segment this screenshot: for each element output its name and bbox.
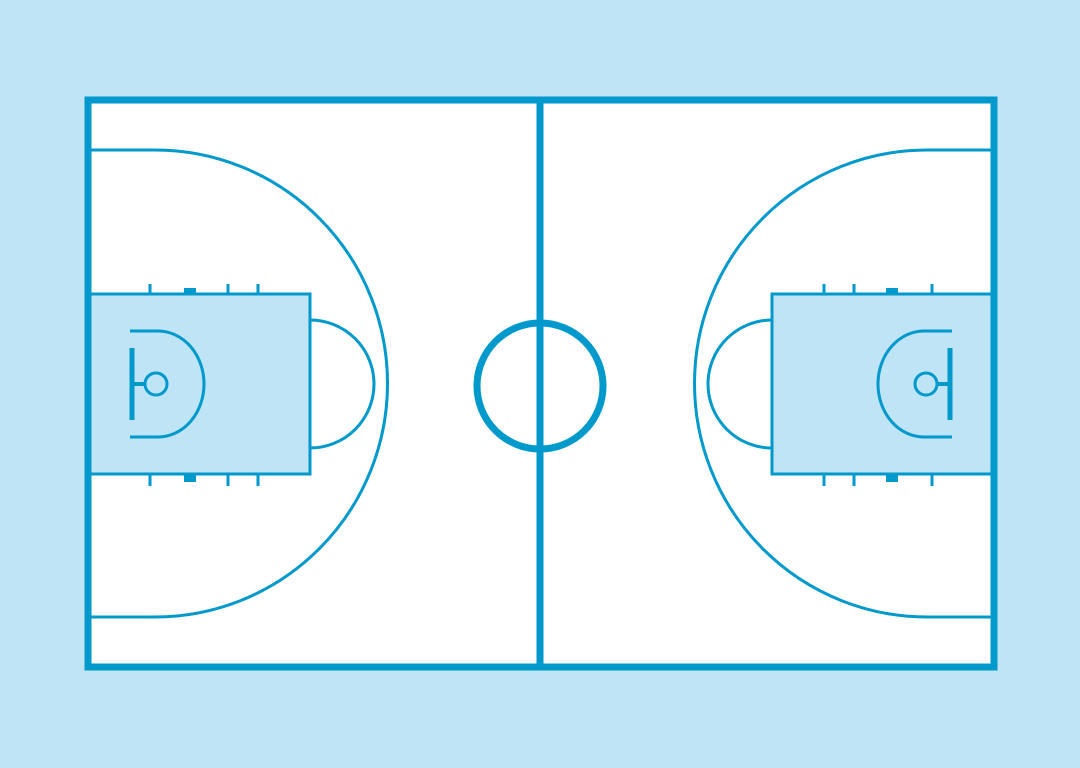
hash-block (886, 288, 898, 294)
right-hoop (913, 371, 939, 397)
left-hoop (143, 371, 169, 397)
center-circle (473, 319, 607, 453)
right-three-point-line (693, 148, 992, 619)
hash-block (184, 474, 196, 482)
right-half-court (693, 148, 994, 619)
left-restricted-area (130, 329, 206, 439)
hash-block (184, 288, 196, 294)
left-three-point-line (90, 148, 389, 619)
right-restricted-area (876, 329, 952, 439)
right-free-throw-semicircle (706, 318, 773, 450)
hash-block (886, 474, 898, 482)
left-lane-hash-marks (148, 284, 260, 486)
court-boundary (84, 96, 998, 671)
right-lane-hash-marks (822, 284, 934, 486)
left-free-throw-lane (88, 292, 312, 476)
left-free-throw-semicircle (309, 318, 376, 450)
right-free-throw-lane (770, 292, 994, 476)
